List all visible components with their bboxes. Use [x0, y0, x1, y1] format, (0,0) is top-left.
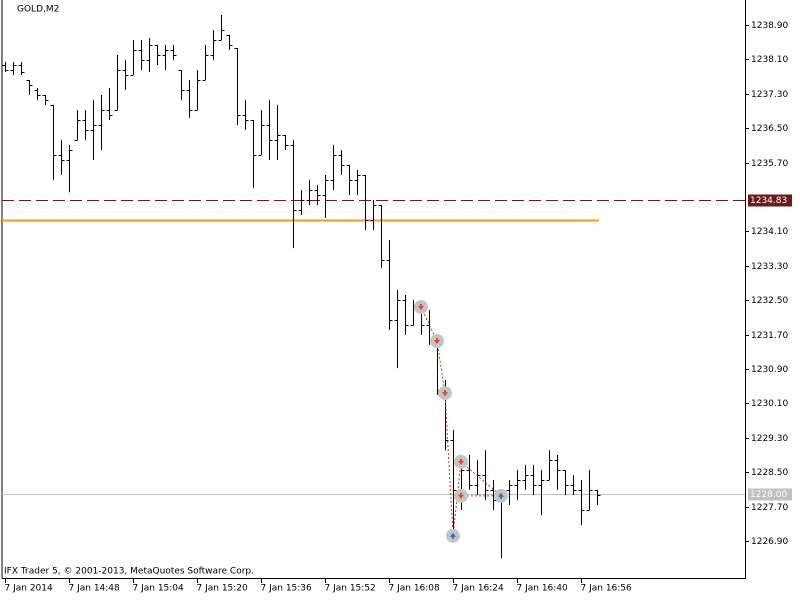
- deal-arrow: [418, 306, 424, 311]
- deal-arrow: [450, 532, 456, 537]
- deal-arrow: [434, 340, 440, 345]
- y-tick-label: 1233.30: [751, 262, 788, 272]
- x-tick-label: 7 Jan 15:52: [325, 584, 376, 594]
- deal-arrow-stem: [436, 338, 438, 341]
- deal-arrow-stem: [500, 496, 502, 499]
- x-tick-label: 7 Jan 15:04: [133, 584, 185, 594]
- deal-arrow-stem: [460, 458, 462, 461]
- deal-arrow: [458, 494, 464, 499]
- deal-arrow: [458, 460, 464, 465]
- y-tick-label: 1237.30: [751, 90, 788, 100]
- deal-arrow: [498, 492, 504, 497]
- deal-link: [436, 340, 446, 394]
- y-tick-label: 1230.90: [751, 365, 788, 375]
- price-level-tag: [748, 194, 792, 207]
- chart-title: GOLD,M2: [17, 5, 59, 15]
- x-tick-label: 7 Jan 15:20: [197, 584, 249, 594]
- y-tick-label: 1238.90: [751, 21, 788, 31]
- y-tick-label: 1226.90: [751, 537, 788, 547]
- y-tick-label: 1230.10: [751, 399, 788, 409]
- x-tick-label: 7 Jan 2014: [5, 584, 53, 594]
- x-tick-label: 7 Jan 16:08: [389, 584, 441, 594]
- y-tick-label: 1227.70: [751, 503, 788, 513]
- y-tick-label: 1234.10: [751, 227, 788, 237]
- x-tick-label: 7 Jan 16:40: [517, 584, 569, 594]
- y-tick-label: 1238.10: [751, 55, 788, 65]
- y-tick-label: 1232.50: [751, 296, 788, 306]
- deal-link: [460, 461, 502, 497]
- price-level-label: 1228.00: [750, 490, 787, 500]
- y-tick-label: 1235.70: [751, 159, 788, 169]
- copyright: IFX Trader 5, © 2001-2013, MetaQuotes So…: [4, 567, 254, 577]
- x-tick-label: 7 Jan 16:24: [453, 584, 505, 594]
- y-tick-label: 1231.70: [751, 331, 788, 341]
- x-tick-label: 7 Jan 14:48: [69, 584, 121, 594]
- deal-arrow-stem: [420, 304, 422, 307]
- price-level-tag: [748, 488, 792, 501]
- x-tick-label: 7 Jan 16:56: [581, 584, 633, 594]
- y-tick-label: 1229.30: [751, 434, 788, 444]
- price-level-label: 1234.83: [750, 196, 787, 206]
- x-tick-label: 7 Jan 15:36: [261, 584, 313, 594]
- y-tick-label: 1236.50: [751, 124, 788, 134]
- deal-arrow: [442, 392, 448, 397]
- deal-arrow-stem: [452, 536, 454, 539]
- y-tick-label: 1228.50: [751, 468, 788, 478]
- deal-arrow-stem: [460, 492, 462, 495]
- deal-arrow-stem: [444, 390, 446, 393]
